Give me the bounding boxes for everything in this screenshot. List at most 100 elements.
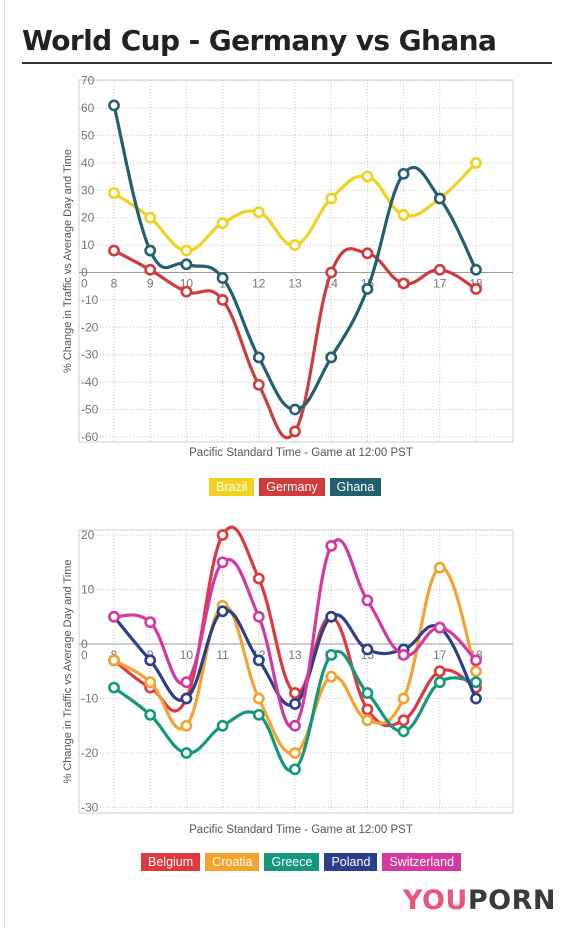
legend-item-greece: Greece xyxy=(264,853,320,871)
legend-item-germany: Germany xyxy=(259,478,325,496)
data-point-croatia xyxy=(180,719,193,732)
y-tick-label: 10 xyxy=(81,583,95,597)
x-tick-label: 17 xyxy=(433,277,447,291)
data-point-germany xyxy=(397,277,410,290)
data-point-germany xyxy=(470,283,482,295)
data-point-ghana xyxy=(144,244,157,257)
data-point-brazil xyxy=(108,187,120,199)
data-point-brazil xyxy=(470,157,482,169)
data-point-belgium xyxy=(252,572,265,585)
data-point-brazil xyxy=(289,239,301,251)
plot-area-frame xyxy=(78,529,514,814)
data-point-greece xyxy=(216,719,229,732)
y-tick-label: 20 xyxy=(81,211,95,225)
data-point-brazil xyxy=(252,206,265,219)
data-point-poland xyxy=(361,643,374,656)
data-point-switzerland xyxy=(325,539,338,552)
data-point-poland xyxy=(470,692,482,705)
data-point-croatia xyxy=(252,692,265,705)
data-point-brazil xyxy=(361,170,374,183)
chart-brazil-germany-ghana: 706050403020100-10-20-30-40-50-600891011… xyxy=(62,74,514,459)
data-point-belgium xyxy=(433,665,446,678)
data-point-greece xyxy=(470,676,482,689)
data-point-brazil xyxy=(216,217,229,230)
page-title: World Cup - Germany vs Ghana xyxy=(22,24,497,57)
data-point-switzerland xyxy=(108,610,120,623)
data-point-greece xyxy=(289,763,301,776)
y-axis-title: % Change in Traffic vs Average Day and T… xyxy=(62,560,74,784)
data-point-belgium xyxy=(216,529,229,541)
data-point-poland xyxy=(216,605,229,618)
data-point-poland xyxy=(289,698,301,710)
x-origin-label: 0 xyxy=(81,277,88,291)
data-point-ghana xyxy=(252,351,265,364)
data-point-brazil xyxy=(180,244,193,257)
legend-item-brazil: Brazil xyxy=(209,478,255,496)
x-tick-label: 17 xyxy=(433,648,447,662)
data-point-germany xyxy=(361,247,374,260)
data-point-greece xyxy=(361,687,374,699)
data-point-belgium xyxy=(397,714,410,727)
data-point-croatia xyxy=(144,676,157,689)
data-point-germany xyxy=(433,263,446,276)
x-axis-title: Pacific Standard Time - Game at 12:00 PS… xyxy=(189,447,413,459)
data-point-switzerland xyxy=(216,556,229,569)
y-tick-label: 20 xyxy=(81,528,95,542)
y-tick-label: -40 xyxy=(81,375,99,389)
y-tick-label: 0 xyxy=(81,266,88,280)
data-point-switzerland xyxy=(433,621,446,634)
plot-area-frame xyxy=(78,79,514,443)
data-point-ghana xyxy=(216,272,229,284)
data-point-ghana xyxy=(325,351,338,364)
y-tick-label: -10 xyxy=(81,692,99,706)
data-point-poland xyxy=(180,692,193,705)
data-point-greece xyxy=(433,676,446,689)
data-point-greece xyxy=(180,747,193,759)
legend-chart-2: Belgium Croatia Greece Poland Switzerland xyxy=(141,853,462,871)
x-tick-label: 8 xyxy=(111,277,118,291)
data-point-switzerland xyxy=(361,594,374,607)
title-underline xyxy=(22,62,552,64)
data-point-croatia xyxy=(361,714,374,727)
data-point-switzerland xyxy=(289,719,301,732)
data-point-switzerland xyxy=(397,648,410,661)
y-tick-label: 40 xyxy=(81,156,95,170)
y-tick-label: 0 xyxy=(81,637,88,651)
data-point-greece xyxy=(144,708,157,721)
x-tick-label: 9 xyxy=(147,277,154,291)
data-point-germany xyxy=(325,266,338,279)
data-point-ghana xyxy=(180,258,193,271)
data-point-brazil xyxy=(144,211,157,224)
x-tick-label: 10 xyxy=(180,648,194,662)
data-point-poland xyxy=(325,610,338,623)
data-point-belgium xyxy=(361,703,374,716)
data-point-switzerland xyxy=(252,610,265,623)
y-tick-label: -20 xyxy=(81,320,99,334)
y-tick-label: -60 xyxy=(81,430,99,444)
data-point-poland xyxy=(252,654,265,667)
data-point-croatia xyxy=(397,692,410,705)
data-point-greece xyxy=(325,648,338,661)
y-tick-label: -50 xyxy=(81,403,99,417)
y-tick-label: 60 xyxy=(81,101,95,115)
data-point-germany xyxy=(108,244,120,257)
y-tick-label: -30 xyxy=(81,348,99,362)
y-tick-label: -30 xyxy=(81,801,99,815)
y-tick-label: 70 xyxy=(81,74,95,88)
logo-you: YOU xyxy=(402,885,468,916)
y-tick-label: 50 xyxy=(81,129,95,143)
y-tick-label: -20 xyxy=(81,746,99,760)
data-point-germany xyxy=(144,263,157,276)
data-point-ghana xyxy=(470,263,482,276)
y-tick-label: 30 xyxy=(81,183,95,197)
x-tick-label: 11 xyxy=(216,648,229,662)
legend-item-belgium: Belgium xyxy=(141,853,201,871)
data-point-germany xyxy=(252,378,265,391)
page-left-border xyxy=(4,0,5,928)
data-point-ghana xyxy=(361,283,374,295)
youporn-logo: YOU PORN xyxy=(403,885,556,916)
data-point-germany xyxy=(289,425,301,438)
data-point-croatia xyxy=(325,670,338,683)
legend-item-ghana: Ghana xyxy=(329,478,382,496)
data-point-ghana xyxy=(108,99,120,112)
